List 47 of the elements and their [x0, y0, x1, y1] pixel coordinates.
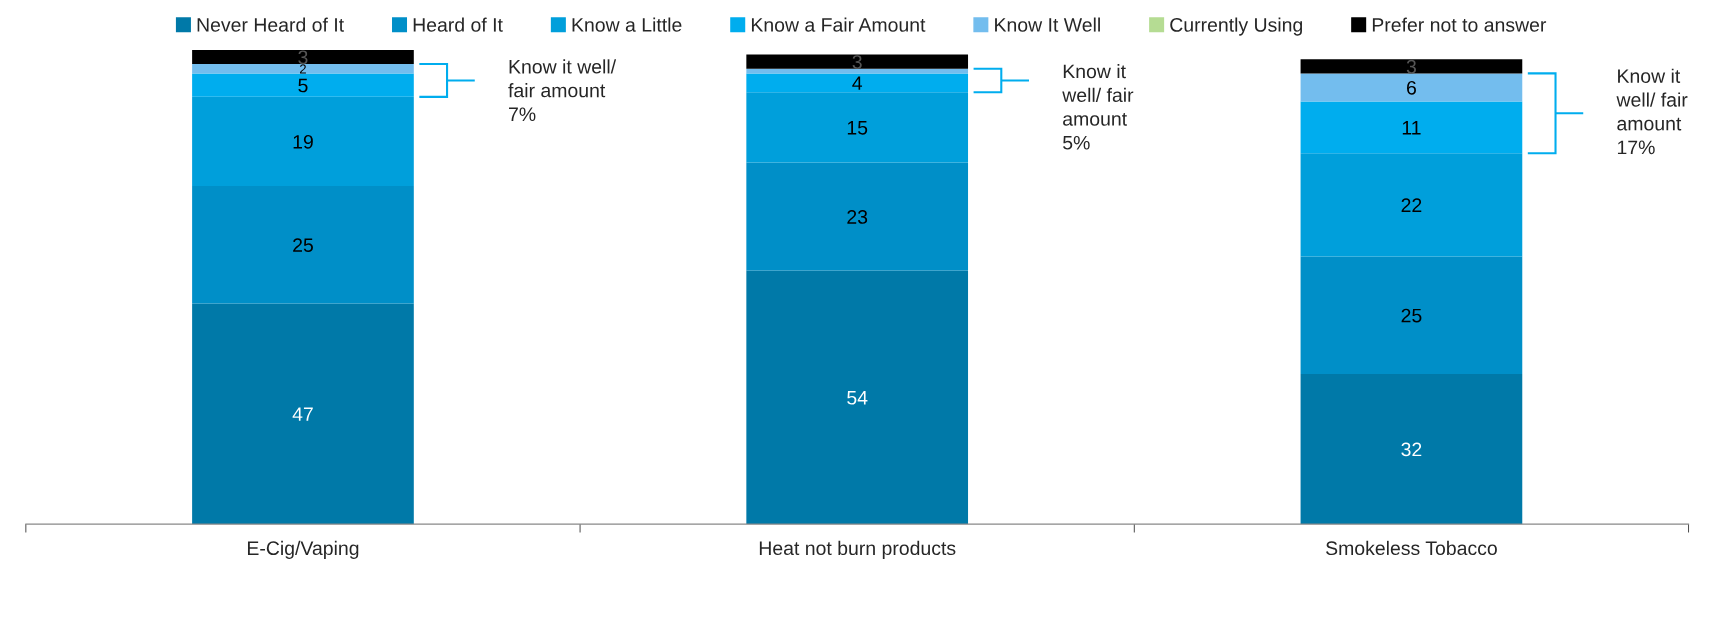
data-label: 4 — [852, 76, 863, 90]
data-label: 25 — [1401, 308, 1422, 323]
bar — [1300, 373, 1523, 525]
annotation: Know it well/ fair amount 17% — [1616, 68, 1688, 155]
data-label: 23 — [847, 210, 868, 224]
bar — [746, 270, 969, 525]
data-label: 32 — [1401, 442, 1422, 457]
data-label: 22 — [1401, 198, 1422, 212]
data-label: 5 — [298, 78, 308, 93]
data-label: 3 — [852, 55, 862, 69]
data-label: 2 — [299, 64, 306, 74]
annotation: Know it well/ fair amount 5% — [1062, 64, 1134, 150]
legend-label: Know It Well — [995, 17, 1100, 32]
legend-label: Know a Little — [572, 17, 682, 32]
data-label: 54 — [847, 391, 868, 405]
bar — [192, 303, 414, 525]
data-label: 3 — [1406, 59, 1416, 74]
bar — [1300, 153, 1523, 257]
legend-label: Currently Using — [1170, 17, 1303, 36]
x-tick-label: Heat not burn products — [759, 540, 956, 559]
bar — [1300, 256, 1523, 374]
legend-label: Know a Fair Amount — [751, 17, 926, 32]
legend-label: Never Heard of It — [197, 17, 344, 32]
data-label: 11 — [1402, 121, 1421, 135]
bar — [192, 186, 414, 304]
bar — [746, 162, 969, 271]
bar — [746, 54, 969, 69]
bar — [746, 73, 969, 93]
annotation: Know it well/ fair amount 7% — [508, 59, 617, 122]
bar — [192, 49, 414, 65]
data-label: 6 — [1407, 80, 1416, 95]
bar — [192, 73, 414, 97]
data-label: 19 — [293, 134, 313, 149]
bar — [746, 92, 969, 163]
bar — [1300, 59, 1523, 74]
x-tick-label: Smokeless Tobacco — [1326, 540, 1497, 556]
data-label: 15 — [847, 121, 868, 135]
bar — [1300, 101, 1523, 154]
bar — [1300, 73, 1523, 102]
data-label: 3 — [298, 50, 308, 65]
x-tick-label: E-Cig/Vaping — [247, 540, 359, 559]
legend-label: Heard of It — [413, 17, 503, 32]
data-label: 47 — [292, 407, 313, 421]
bar — [192, 64, 414, 74]
legend-label: Prefer not to answer — [1372, 17, 1547, 32]
data-label: 25 — [293, 238, 313, 253]
bar — [192, 96, 414, 187]
